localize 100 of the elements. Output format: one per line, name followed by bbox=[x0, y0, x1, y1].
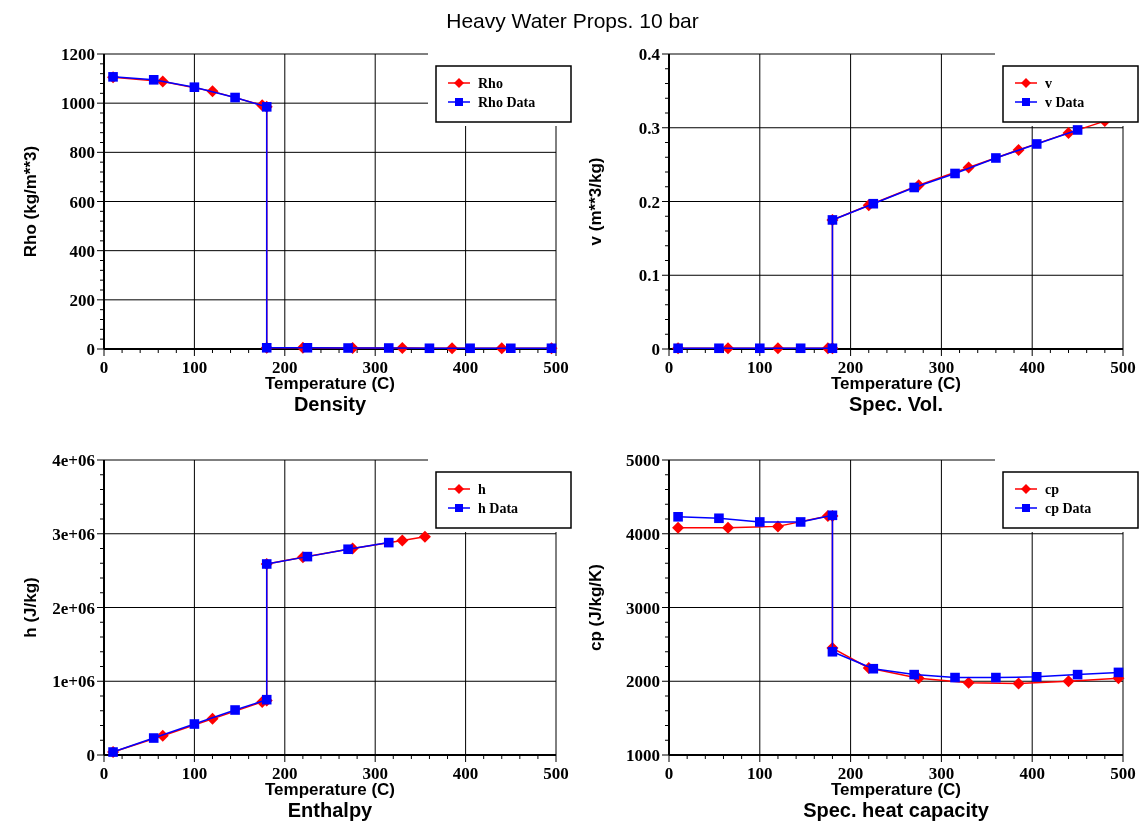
legend-label: Rho bbox=[478, 76, 503, 91]
text: Spec. Vol. bbox=[848, 393, 944, 415]
x-tick-label: 200 bbox=[837, 358, 864, 377]
point bbox=[418, 530, 431, 543]
y-tick-label: 1200 bbox=[61, 45, 95, 64]
x-tick-label: 200 bbox=[837, 764, 864, 783]
y-tick-label: 200 bbox=[69, 290, 95, 310]
point bbox=[230, 705, 240, 715]
point bbox=[189, 719, 200, 729]
point bbox=[909, 182, 919, 193]
y-tick-label: 1e+06 bbox=[52, 672, 95, 692]
point bbox=[755, 517, 765, 527]
point bbox=[506, 343, 516, 354]
x-tick-label: 500 bbox=[543, 764, 569, 783]
point bbox=[909, 669, 919, 680]
point bbox=[396, 534, 409, 547]
point bbox=[950, 168, 960, 179]
point bbox=[424, 343, 435, 354]
point bbox=[795, 517, 806, 527]
x-tick-label: 300 bbox=[362, 764, 388, 783]
y-tick-label: 0.4 bbox=[638, 45, 661, 64]
point bbox=[148, 733, 159, 743]
y-tick-label: 400 bbox=[69, 241, 95, 261]
point bbox=[1031, 139, 1042, 149]
point bbox=[1012, 677, 1025, 690]
x-axis-title: Temperature (C) bbox=[264, 780, 396, 799]
x-tick-label: 100 bbox=[747, 764, 773, 783]
y-tick-label: 3e+06 bbox=[52, 524, 95, 544]
x-tick-label: 400 bbox=[1019, 764, 1045, 783]
point bbox=[673, 511, 683, 522]
y-tick-label: 0.2 bbox=[638, 192, 660, 212]
y-tick-label: 0.1 bbox=[638, 266, 660, 286]
point bbox=[672, 521, 685, 534]
text: Spec. heat capacity bbox=[803, 799, 990, 821]
point bbox=[343, 544, 353, 555]
legend-label: h bbox=[478, 482, 486, 497]
legend-label: cp bbox=[1045, 482, 1060, 497]
point bbox=[302, 342, 313, 353]
x-tick-label: 400 bbox=[452, 764, 479, 783]
y-tick-label: 0 bbox=[86, 746, 95, 765]
x-tick-label: 500 bbox=[543, 358, 569, 377]
x-tick-label: 300 bbox=[928, 358, 955, 377]
y-axis-title: cp (J/kg/K) bbox=[586, 564, 605, 651]
x-tick-label: 100 bbox=[181, 764, 208, 783]
x-tick-label: 200 bbox=[272, 764, 298, 783]
x-tick-label: 500 bbox=[1110, 764, 1136, 783]
y-axis-title: Rho (kg/m**3) bbox=[21, 145, 40, 258]
y-axis-title: v (m**3/kg) bbox=[586, 157, 605, 246]
y-tick-label: 600 bbox=[69, 192, 95, 212]
point bbox=[383, 537, 394, 548]
x-tick-label: 0 bbox=[99, 764, 109, 783]
y-tick-label: 1000 bbox=[61, 94, 95, 114]
point bbox=[230, 92, 240, 103]
point bbox=[868, 663, 879, 674]
y-tick-label: 1000 bbox=[626, 746, 660, 765]
point bbox=[1062, 675, 1075, 688]
x-tick-label: 400 bbox=[452, 358, 479, 377]
text: Density bbox=[293, 393, 367, 415]
y-tick-label: 2000 bbox=[626, 672, 660, 692]
point bbox=[991, 672, 1001, 683]
x-tick-label: 500 bbox=[1110, 358, 1136, 377]
legend-label: v Data bbox=[1045, 95, 1085, 110]
point bbox=[795, 343, 806, 354]
point bbox=[714, 513, 724, 524]
y-tick-label: 0 bbox=[86, 340, 95, 359]
y-tick-label: 800 bbox=[69, 143, 95, 163]
y-tick-label: 0 bbox=[651, 340, 660, 359]
x-tick-label: 0 bbox=[664, 764, 674, 783]
x-axis-title: Temperature (C) bbox=[264, 374, 396, 393]
legend-label: cp Data bbox=[1045, 501, 1092, 516]
x-tick-label: 0 bbox=[664, 358, 674, 377]
x-axis-title: Temperature (C) bbox=[830, 374, 962, 393]
point bbox=[383, 343, 394, 353]
y-tick-label: 0.3 bbox=[638, 118, 660, 138]
legend-label: Rho Data bbox=[478, 95, 536, 110]
point bbox=[714, 343, 724, 354]
y-axis-title: h (J/kg) bbox=[21, 577, 40, 638]
x-axis-title: Temperature (C) bbox=[830, 780, 962, 799]
point bbox=[1031, 672, 1042, 682]
y-tick-label: 4e+06 bbox=[52, 451, 95, 470]
x-tick-label: 100 bbox=[747, 358, 773, 377]
text: Heavy Water Props. 10 bar bbox=[446, 9, 699, 32]
x-tick-label: 300 bbox=[928, 764, 955, 783]
point bbox=[868, 198, 879, 209]
point bbox=[1072, 125, 1083, 135]
point bbox=[148, 75, 159, 85]
x-tick-label: 0 bbox=[99, 358, 109, 377]
point bbox=[189, 82, 200, 92]
x-tick-label: 100 bbox=[181, 358, 208, 377]
point bbox=[962, 676, 975, 689]
x-tick-label: 400 bbox=[1019, 358, 1045, 377]
point bbox=[950, 672, 960, 683]
text: Enthalpy bbox=[287, 799, 374, 821]
y-tick-label: 2e+06 bbox=[52, 598, 95, 618]
legend-label: h Data bbox=[478, 501, 519, 516]
x-tick-label: 200 bbox=[272, 358, 298, 377]
point bbox=[991, 153, 1001, 163]
y-tick-label: 3000 bbox=[626, 598, 660, 618]
x-tick-label: 300 bbox=[362, 358, 388, 377]
point bbox=[343, 343, 353, 353]
